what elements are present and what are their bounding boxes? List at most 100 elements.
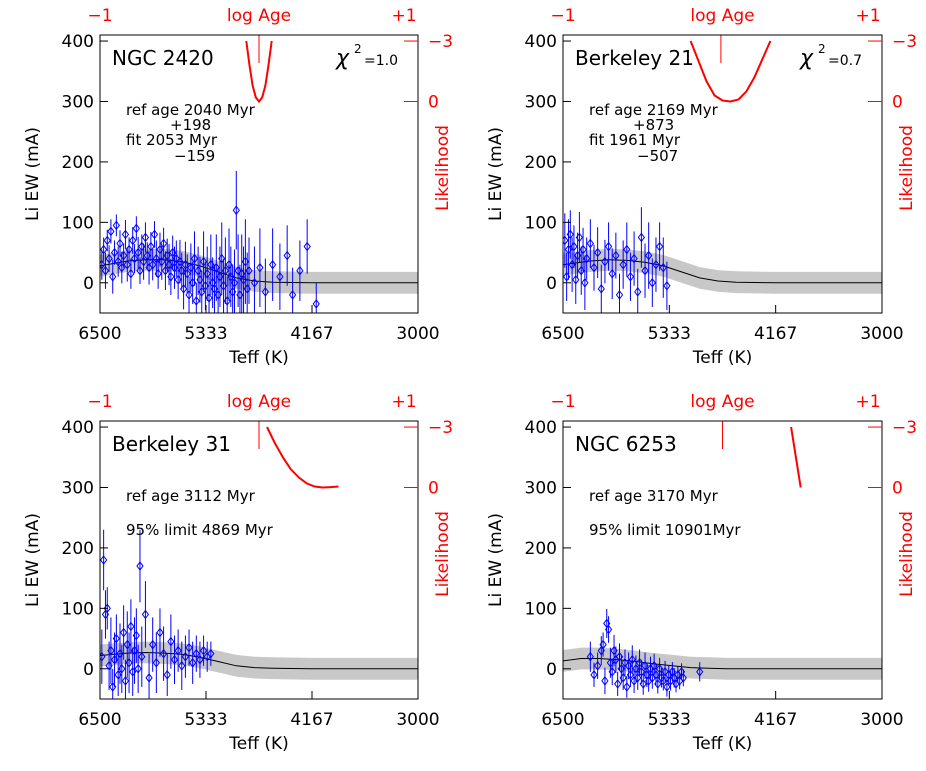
data-point bbox=[608, 666, 616, 677]
data-point bbox=[679, 673, 687, 683]
data-point bbox=[648, 277, 656, 288]
right-axis-label: Likelihood bbox=[897, 125, 917, 211]
x-axis-label: Teff (K) bbox=[228, 734, 288, 754]
data-point bbox=[645, 250, 653, 261]
y-tick-label: 400 bbox=[62, 32, 94, 52]
data-point bbox=[575, 232, 584, 243]
data-point bbox=[139, 256, 148, 267]
data-point bbox=[601, 676, 609, 686]
right-axis-label: Likelihood bbox=[897, 511, 917, 597]
data-point bbox=[269, 259, 277, 270]
right-tick-label: −3 bbox=[892, 418, 917, 438]
data-point bbox=[134, 247, 142, 258]
likelihood-curve bbox=[790, 426, 802, 488]
chi2-power: 2 bbox=[818, 42, 826, 56]
fit-age-text: fit 1961 Myr bbox=[589, 131, 681, 149]
x-tick-label: 5333 bbox=[184, 324, 227, 344]
data-point bbox=[154, 268, 162, 279]
data-point bbox=[141, 232, 150, 243]
right-tick-label: −3 bbox=[428, 418, 453, 438]
data-point bbox=[563, 235, 569, 246]
chi2-value: =0.7 bbox=[828, 53, 862, 69]
data-point bbox=[276, 271, 284, 282]
data-point bbox=[590, 669, 598, 680]
x-axis-label: Teff (K) bbox=[228, 348, 288, 368]
chi2-power: 2 bbox=[354, 42, 362, 56]
x-tick-label: 6500 bbox=[541, 324, 584, 344]
data-point bbox=[218, 253, 226, 264]
y-tick-label: 100 bbox=[62, 213, 94, 233]
panel-berkeley-31: 6500 5333 4167 3000 0 100 200 300 400 Teff (K) Li … bbox=[23, 392, 453, 754]
model-band bbox=[563, 647, 882, 680]
data-point bbox=[159, 648, 168, 659]
data-point bbox=[130, 253, 139, 264]
data-point bbox=[136, 265, 144, 276]
model-curve bbox=[563, 658, 882, 670]
panel-ngc-2420: 6500 5333 4167 3000 0 100 200 300 400 Teff (K) Li … bbox=[23, 6, 453, 368]
y-tick-label: 100 bbox=[525, 213, 557, 233]
data-point bbox=[634, 673, 642, 683]
data-point bbox=[127, 621, 135, 632]
data-point bbox=[619, 259, 627, 270]
data-point bbox=[696, 666, 704, 677]
y-tick-label: 400 bbox=[62, 418, 94, 438]
model-curve bbox=[563, 259, 882, 284]
data-point bbox=[637, 232, 646, 243]
right-axis-label: Likelihood bbox=[433, 511, 453, 597]
data-point bbox=[100, 651, 106, 662]
data-point bbox=[245, 265, 253, 276]
data-point bbox=[112, 633, 120, 644]
x-tick-label: 4167 bbox=[290, 324, 333, 344]
panel-berkeley-21: 6500 5333 4167 3000 0 100 200 300 400 Teff (K) Li … bbox=[486, 6, 917, 368]
y-tick-label: 300 bbox=[62, 478, 94, 498]
y-axis-label: Li EW (mA) bbox=[23, 127, 43, 221]
y-tick-label: 200 bbox=[62, 539, 94, 559]
plot-frame bbox=[562, 34, 883, 314]
top-axis-label: log Age bbox=[227, 392, 291, 412]
data-point bbox=[152, 657, 160, 668]
y-tick-label: 100 bbox=[525, 599, 557, 619]
data-point bbox=[185, 290, 193, 300]
data-point bbox=[105, 253, 113, 264]
right-tick-label: −3 bbox=[428, 32, 453, 52]
data-point bbox=[107, 645, 115, 656]
y-tick-label: 200 bbox=[62, 153, 94, 173]
x-tick-label: 4167 bbox=[754, 324, 797, 344]
chi2-value: =1.0 bbox=[364, 53, 398, 69]
right-axis-label: Likelihood bbox=[433, 125, 453, 211]
plot-area bbox=[563, 40, 882, 313]
cluster-name: Berkeley 31 bbox=[112, 432, 231, 456]
y-tick-label: 300 bbox=[525, 478, 557, 498]
data-point bbox=[641, 265, 649, 276]
data-point bbox=[192, 648, 200, 659]
fit-upper-error: +198 bbox=[170, 116, 211, 134]
data-point bbox=[597, 283, 605, 294]
data-point bbox=[608, 268, 616, 279]
data-point bbox=[655, 663, 664, 674]
likelihood-curve bbox=[245, 40, 273, 104]
data-point bbox=[141, 609, 150, 620]
data-point bbox=[634, 287, 642, 297]
data-point bbox=[145, 673, 153, 683]
x-tick-label: 3000 bbox=[396, 710, 439, 730]
data-point bbox=[604, 241, 613, 252]
data-point bbox=[119, 627, 128, 638]
data-point bbox=[594, 247, 602, 258]
chi2-symbol: χ bbox=[799, 46, 814, 71]
limit-text: 95% limit 10901Myr bbox=[589, 521, 741, 539]
data-point bbox=[261, 287, 269, 297]
data-point bbox=[207, 648, 215, 659]
data-point bbox=[147, 241, 155, 252]
data-point bbox=[101, 265, 110, 276]
ref-age-text: ref age 3112 Myr bbox=[126, 487, 256, 505]
data-point bbox=[590, 262, 598, 273]
fit-upper-error: +873 bbox=[633, 116, 674, 134]
data-point bbox=[205, 293, 213, 303]
data-point bbox=[296, 265, 304, 276]
plot-frame bbox=[562, 420, 883, 700]
plot-area bbox=[563, 426, 882, 698]
data-point bbox=[570, 241, 578, 252]
top-axis-max: +1 bbox=[391, 6, 416, 26]
likelihood-curve bbox=[266, 426, 339, 489]
